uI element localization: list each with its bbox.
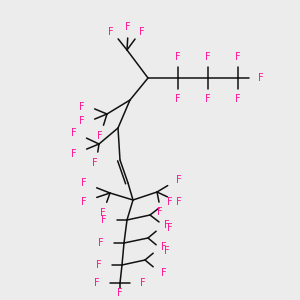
Text: F: F <box>108 27 114 37</box>
Text: F: F <box>175 52 181 62</box>
Text: F: F <box>96 260 102 270</box>
Text: F: F <box>176 175 182 185</box>
Text: F: F <box>164 246 170 256</box>
Text: F: F <box>80 102 85 112</box>
Text: F: F <box>167 197 172 207</box>
Text: F: F <box>92 158 98 168</box>
Text: F: F <box>101 215 107 225</box>
Text: F: F <box>80 116 85 126</box>
Text: F: F <box>98 238 104 248</box>
Text: F: F <box>167 223 172 233</box>
Text: F: F <box>205 94 211 104</box>
Text: F: F <box>81 178 87 188</box>
Text: F: F <box>94 278 100 288</box>
Text: F: F <box>176 197 182 207</box>
Text: F: F <box>258 73 264 83</box>
Text: F: F <box>100 208 106 218</box>
Text: F: F <box>81 197 87 207</box>
Text: F: F <box>139 27 145 37</box>
Text: F: F <box>164 220 170 230</box>
Text: F: F <box>140 278 145 288</box>
Text: F: F <box>97 131 103 141</box>
Text: F: F <box>161 268 167 278</box>
Text: F: F <box>125 22 131 32</box>
Text: F: F <box>71 149 77 159</box>
Text: F: F <box>157 207 163 217</box>
Text: F: F <box>117 288 123 298</box>
Text: F: F <box>205 52 211 62</box>
Text: F: F <box>175 94 181 104</box>
Text: F: F <box>235 52 241 62</box>
Text: F: F <box>235 94 241 104</box>
Text: F: F <box>161 242 167 252</box>
Text: F: F <box>71 128 77 138</box>
